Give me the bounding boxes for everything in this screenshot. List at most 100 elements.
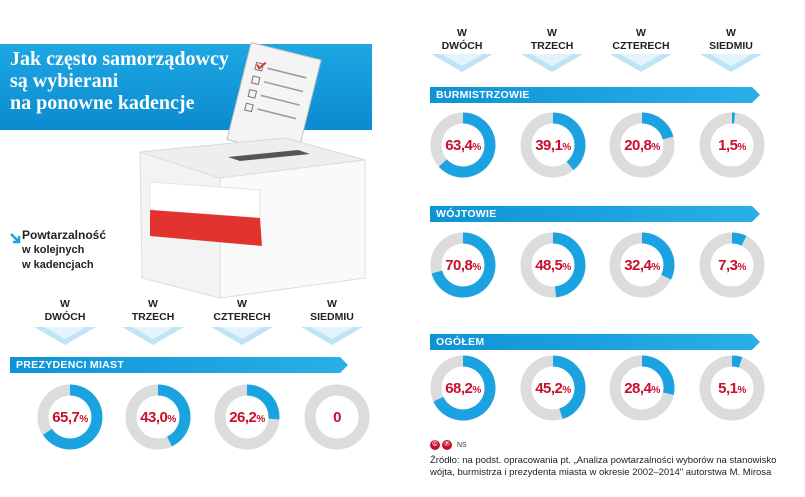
donut-percent-sign: % — [256, 413, 265, 425]
column-header-bottom: SIEDMIU — [310, 311, 354, 323]
donut-svg — [520, 355, 586, 421]
section-title-bar: WÓJTOWIE — [430, 206, 760, 222]
column-header-top: W — [636, 27, 646, 39]
donut-track — [304, 384, 370, 450]
column-header: W SIEDMIU — [296, 298, 368, 324]
donut-percent-sign: % — [651, 384, 660, 396]
column-header: W TRZECH — [117, 298, 189, 324]
donut-svg — [699, 355, 765, 421]
copyright-icons: © ℗ NS — [430, 440, 467, 450]
donut-value-number: 28,4 — [624, 379, 652, 397]
donut-percent-sign: % — [737, 141, 746, 153]
donut-chart: 28,4% — [609, 355, 675, 421]
donut-value-number: 63,4 — [445, 136, 473, 154]
donut-value-number: 45,2 — [535, 379, 563, 397]
donut-percent-sign: % — [737, 261, 746, 273]
title-line-2: są wybierani — [10, 70, 119, 92]
column-header-top: W — [726, 27, 736, 39]
donut-value-number: 70,8 — [445, 256, 473, 274]
donut-value-number: 5,1 — [718, 379, 738, 397]
donut-arc — [641, 355, 675, 395]
donut-chart: 68,2% — [430, 355, 496, 421]
donut-value-number: 7,3 — [718, 256, 738, 274]
donut-percent-sign: % — [472, 384, 481, 396]
chevron-down-icon — [521, 54, 583, 72]
column-header-top: W — [547, 27, 557, 39]
column-header-bottom: TRZECH — [131, 311, 175, 323]
donut-value-label: 28,4% — [609, 355, 675, 421]
donut-chart: 26,2% — [214, 384, 280, 450]
donut-value-label: 70,8% — [430, 232, 496, 298]
donut-percent-sign: % — [651, 141, 660, 153]
donut-percent-sign: % — [562, 261, 571, 273]
donut-arc — [433, 355, 496, 421]
copyright-icon: © — [430, 440, 440, 450]
column-header-top: W — [457, 27, 467, 39]
donut-chart: 1,5% — [699, 112, 765, 178]
donut-value-label: 65,7% — [37, 384, 103, 450]
column-header: W DWÓCH — [426, 27, 498, 53]
section-title-bar: PREZYDENCI MIAST — [10, 357, 348, 373]
donut-percent-sign: % — [737, 384, 746, 396]
donut-arc — [731, 355, 743, 368]
page-title: Jak często samorządowcy są wybierani na … — [10, 48, 260, 114]
column-header-bottom: CZTERECH — [213, 311, 271, 323]
donut-value-label: 7,3% — [699, 232, 765, 298]
donut-chart: 63,4% — [430, 112, 496, 178]
donut-value-label: 0 — [304, 384, 370, 450]
phonogram-icon: ℗ — [442, 440, 452, 450]
donut-value-label: 1,5% — [699, 112, 765, 178]
agency-label: NS — [457, 441, 467, 449]
title-line-3: na ponowne kadencje — [10, 92, 195, 114]
donut-arc — [431, 232, 496, 298]
column-header-top: W — [60, 298, 70, 310]
column-header-bottom: CZTERECH — [612, 40, 670, 52]
column-header-bottom: DWÓCH — [44, 311, 86, 323]
donut-chart: 39,1% — [520, 112, 586, 178]
donut-arc — [157, 384, 191, 447]
chevron-down-icon — [211, 327, 273, 345]
donut-arc — [246, 384, 280, 420]
note-line-1: Powtarzalność — [22, 228, 107, 242]
chevron-down-icon — [34, 327, 96, 345]
donut-value-label: 43,0% — [125, 384, 191, 450]
donut-svg — [430, 355, 496, 421]
note-line-3: w kadencjach — [22, 259, 94, 271]
title-line-1: Jak często samorządowcy — [10, 48, 229, 70]
donut-value-label: 45,2% — [520, 355, 586, 421]
column-header: W CZTERECH — [605, 27, 677, 53]
donut-chart: 45,2% — [520, 355, 586, 421]
donut-arc — [641, 232, 675, 280]
donut-chart: 20,8% — [609, 112, 675, 178]
donut-svg — [304, 384, 370, 450]
donut-value-number: 32,4 — [624, 256, 652, 274]
donut-value-number: 0 — [333, 408, 341, 426]
section-title-bar: OGÓŁEM — [430, 334, 760, 350]
donut-svg — [430, 112, 496, 178]
donut-value-number: 1,5 — [718, 136, 738, 154]
note-line-2: w kolejnych — [22, 244, 85, 256]
donut-svg — [520, 232, 586, 298]
donut-value-label: 39,1% — [520, 112, 586, 178]
donut-chart: 43,0% — [125, 384, 191, 450]
donut-arc — [552, 112, 586, 171]
donut-value-number: 26,2 — [229, 408, 257, 426]
chevron-down-icon — [122, 327, 184, 345]
repeat-note: Powtarzalność w kolejnych w kadencjach — [22, 228, 106, 273]
column-header-bottom: DWÓCH — [441, 40, 483, 52]
donut-value-number: 39,1 — [535, 136, 563, 154]
donut-percent-sign: % — [472, 261, 481, 273]
donut-chart: 65,7% — [37, 384, 103, 450]
donut-value-number: 20,8 — [624, 136, 652, 154]
donut-arc — [438, 112, 496, 178]
chevron-down-icon — [610, 54, 672, 72]
donut-arc — [552, 355, 586, 420]
donut-percent-sign: % — [472, 141, 481, 153]
donut-arc — [641, 112, 674, 140]
chevron-down-icon — [700, 54, 762, 72]
column-header-bottom: TRZECH — [530, 40, 574, 52]
donut-svg — [214, 384, 280, 450]
donut-value-number: 65,7 — [52, 408, 80, 426]
column-header-top: W — [148, 298, 158, 310]
donut-chart: 70,8% — [430, 232, 496, 298]
